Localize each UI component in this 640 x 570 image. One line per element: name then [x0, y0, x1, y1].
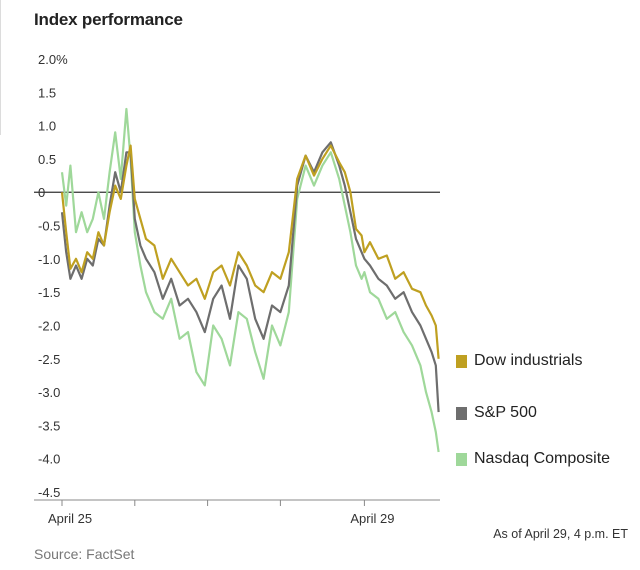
legend-item-sp500: S&P 500: [456, 403, 640, 423]
x-tick-label: April 25: [48, 511, 92, 526]
legend-item-nasdaq: Nasdaq Composite: [456, 449, 640, 469]
legend-swatch-dow: [456, 354, 467, 368]
y-tick-label: -2.0: [38, 318, 60, 333]
legend-label-sp500: S&P 500: [474, 404, 537, 421]
y-tick-label: 0.5: [38, 152, 56, 167]
y-tick-label: -1.5: [38, 285, 60, 300]
y-tick-label: 1.5: [38, 85, 56, 100]
y-axis: 2.0%1.51.00.50-0.5-1.0-1.5-2.0-2.5-3.0-3…: [38, 52, 68, 500]
legend-label-dow: Dow industrials: [474, 352, 583, 369]
chart-title: Index performance: [34, 10, 183, 29]
source-note: Source: FactSet: [34, 546, 135, 562]
left-divider: [0, 0, 1, 135]
y-tick-label: -3.0: [38, 385, 60, 400]
legend-swatch-sp500: [456, 406, 467, 420]
y-tick-label: 2.0%: [38, 52, 68, 67]
series-lines: [60, 107, 440, 453]
series-line-dow: [60, 144, 440, 359]
legend-swatch-nasdaq: [456, 452, 467, 466]
timestamp-note: As of April 29, 4 p.m. ET: [493, 527, 628, 541]
series-line-sp500: [60, 141, 440, 413]
y-tick-label: -4.5: [38, 485, 60, 500]
y-tick-label: 1.0: [38, 119, 56, 134]
series-line-nasdaq: [60, 107, 440, 453]
y-tick-label: -0.5: [38, 219, 60, 234]
y-tick-label: -2.5: [38, 352, 60, 367]
x-tick-label: April 29: [350, 511, 394, 526]
y-tick-label: -1.0: [38, 252, 60, 267]
legend-item-dow: Dow industrials: [456, 351, 640, 371]
y-tick-label: -3.5: [38, 418, 60, 433]
legend-label-nasdaq: Nasdaq Composite: [474, 450, 611, 467]
x-axis: April 25 April 29: [34, 499, 440, 526]
y-tick-label: -4.0: [38, 452, 60, 467]
